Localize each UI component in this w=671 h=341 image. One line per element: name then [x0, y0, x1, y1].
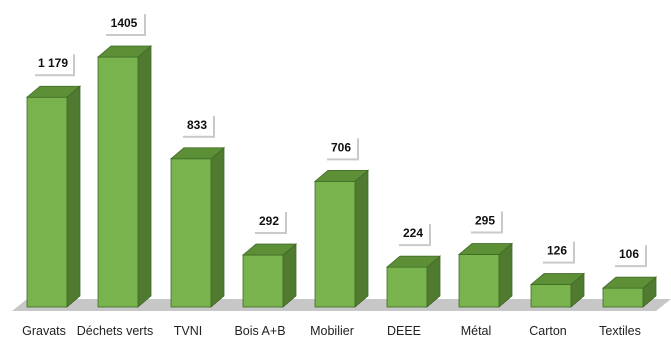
bar — [313, 169, 370, 308]
data-label: 1 179 — [33, 52, 75, 77]
bar-front — [26, 96, 68, 308]
bar-front — [458, 254, 500, 308]
data-label: 106 — [613, 243, 647, 268]
data-label: 292 — [253, 210, 287, 235]
bar — [601, 276, 658, 308]
category-label: TVNI — [174, 324, 202, 338]
bar-side — [210, 146, 225, 308]
data-label-text: 706 — [331, 140, 351, 154]
category-label: DEEE — [387, 324, 421, 338]
bar-top — [169, 147, 226, 160]
bar-top — [25, 85, 82, 98]
data-label: 706 — [325, 136, 359, 161]
category-label: Carton — [529, 324, 567, 338]
category-label: Bois A+B — [234, 324, 285, 338]
data-label-text: 106 — [619, 247, 639, 261]
data-label-text: 1405 — [111, 16, 138, 30]
bar-front — [97, 56, 139, 308]
data-label: 1405 — [104, 12, 146, 36]
bar-top — [601, 276, 658, 289]
bar — [25, 85, 82, 308]
bar-side — [137, 45, 152, 308]
data-label-text: 1 179 — [38, 56, 68, 70]
bar — [241, 243, 298, 308]
bar — [169, 146, 226, 308]
bar-top — [529, 273, 586, 285]
bar-top — [457, 243, 514, 255]
data-label-text: 126 — [547, 244, 567, 258]
data-label-box — [397, 222, 429, 245]
data-label-box — [325, 136, 357, 159]
data-label-box — [104, 12, 144, 34]
bar-front — [170, 158, 212, 308]
data-label-box — [541, 239, 573, 262]
bar-front — [386, 266, 428, 308]
data-label-box — [469, 209, 501, 232]
bar-top — [96, 45, 153, 58]
category-label: Métal — [461, 324, 492, 338]
bar-top — [241, 243, 298, 256]
bar-top — [385, 255, 442, 268]
data-label-text: 295 — [475, 214, 495, 228]
bar-side — [66, 85, 81, 308]
bar-front — [602, 287, 644, 308]
data-label-text: 224 — [403, 226, 423, 240]
category-label: Gravats — [22, 324, 66, 338]
data-label-text: 292 — [259, 214, 279, 228]
bar-front — [314, 180, 356, 308]
bar-front — [530, 284, 572, 308]
data-label: 224 — [397, 222, 431, 247]
bar — [385, 255, 442, 308]
bar — [96, 45, 153, 308]
category-label: Mobilier — [310, 324, 354, 338]
bar — [457, 242, 514, 308]
bar — [529, 272, 586, 308]
category-label: Déchets verts — [77, 324, 153, 338]
data-label-box — [181, 113, 213, 136]
bar-top — [313, 169, 370, 182]
category-label: Textiles — [599, 324, 641, 338]
data-label-box — [253, 210, 285, 233]
data-label-box — [613, 243, 645, 266]
bar-side — [354, 169, 369, 308]
bar-front — [242, 254, 284, 308]
data-label: 833 — [181, 113, 215, 138]
bars-layer — [25, 45, 658, 308]
data-label: 126 — [541, 239, 575, 264]
category-axis: Gravats Déchets verts TVNI Bois A+B Mobilier… — [22, 324, 641, 338]
data-label-text: 833 — [187, 118, 207, 132]
labels-layer: 1 179 1405 833 292 706 224 295 126 106 — [33, 12, 647, 268]
data-label: 295 — [469, 209, 503, 234]
data-label-box — [33, 52, 73, 75]
